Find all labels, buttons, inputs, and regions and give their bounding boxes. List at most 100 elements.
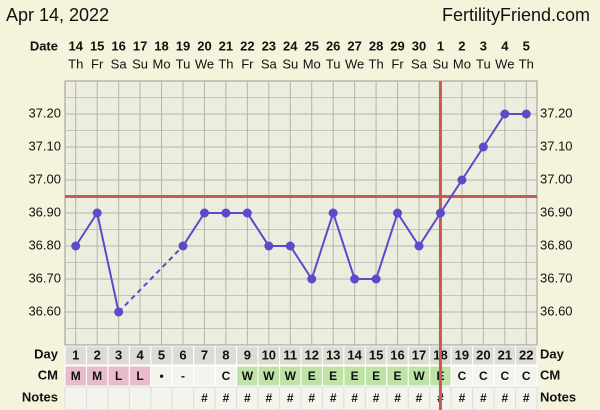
y-tick-label: 36.60 <box>540 303 573 318</box>
cm-label: M <box>71 369 81 383</box>
cm-label: L <box>136 369 143 383</box>
date-label: 3 <box>480 38 487 53</box>
date-label: 1 <box>437 38 444 53</box>
day-label: 15 <box>369 347 383 362</box>
temperature-point <box>350 274 360 284</box>
day-cell <box>515 345 538 366</box>
cm-label: W <box>242 369 254 383</box>
temperature-point <box>92 208 102 218</box>
cm-label: E <box>351 369 359 383</box>
notes-cell <box>515 386 538 410</box>
weekday-label: Su <box>282 56 298 71</box>
date-label: 25 <box>304 38 318 53</box>
cm-label: E <box>308 369 316 383</box>
row-label: Day <box>34 346 59 361</box>
row-label: Day <box>540 346 565 361</box>
notes-label: # <box>287 391 294 405</box>
temperature-point <box>521 109 531 119</box>
temperature-point <box>393 208 403 218</box>
y-tick-label: 37.00 <box>28 171 61 186</box>
row-label: Date <box>30 38 58 53</box>
day-label: 20 <box>476 347 490 362</box>
date-label: 15 <box>90 38 104 53</box>
temperature-point <box>242 208 252 218</box>
notes-label: # <box>501 391 508 405</box>
day-label: 1 <box>72 347 79 362</box>
cm-label: E <box>372 369 380 383</box>
temperature-point <box>478 142 488 152</box>
date-label: 28 <box>369 38 383 53</box>
weekday-label: We <box>195 56 214 71</box>
notes-label: # <box>394 391 401 405</box>
cm-label: L <box>115 369 122 383</box>
y-tick-label: 36.80 <box>540 237 573 252</box>
day-label: 22 <box>519 347 533 362</box>
weekday-label: Mo <box>303 56 321 71</box>
temperature-point <box>285 241 295 251</box>
day-label: 19 <box>455 347 469 362</box>
row-label: Notes <box>540 389 576 404</box>
notes-label: # <box>308 391 315 405</box>
notes-label: # <box>244 391 251 405</box>
date-label: 26 <box>326 38 340 53</box>
temperature-point <box>264 241 274 251</box>
date-label: 24 <box>283 38 298 53</box>
date-label: 17 <box>133 38 147 53</box>
day-label: 12 <box>304 347 318 362</box>
y-tick-label: 36.70 <box>28 270 61 285</box>
row-label: Notes <box>22 389 58 404</box>
day-label: 21 <box>498 347 512 362</box>
day-label: 3 <box>115 347 122 362</box>
cm-label: E <box>329 369 337 383</box>
date-label: 5 <box>523 38 530 53</box>
weekday-label: Th <box>519 56 534 71</box>
temperature-point <box>199 208 209 218</box>
cm-label: - <box>181 369 185 383</box>
cm-label: C <box>479 369 488 383</box>
notes-cell <box>64 386 87 410</box>
day-label: 11 <box>283 347 297 362</box>
date-label: 19 <box>176 38 190 53</box>
weekday-label: Th <box>369 56 384 71</box>
notes-label: # <box>416 391 423 405</box>
date-label: 20 <box>197 38 211 53</box>
temperature-point <box>178 241 188 251</box>
weekday-label: Su <box>433 56 449 71</box>
temperature-point <box>414 241 424 251</box>
date-label: 4 <box>501 38 509 53</box>
notes-label: # <box>330 391 337 405</box>
weekday-label: Tu <box>176 56 191 71</box>
notes-label: # <box>459 391 466 405</box>
y-tick-label: 36.90 <box>540 204 573 219</box>
day-label: 6 <box>179 347 186 362</box>
weekday-label: Mo <box>153 56 171 71</box>
day-label: 14 <box>347 347 362 362</box>
y-tick-label: 37.10 <box>540 138 573 153</box>
date-label: 22 <box>240 38 254 53</box>
temperature-point <box>221 208 231 218</box>
row-label: CM <box>540 367 560 382</box>
y-tick-label: 36.60 <box>28 303 61 318</box>
cm-label: C <box>500 369 509 383</box>
cm-label: E <box>394 369 402 383</box>
cm-label: W <box>413 369 425 383</box>
y-tick-label: 37.20 <box>540 105 573 120</box>
notes-label: # <box>373 391 380 405</box>
day-label: 7 <box>201 347 208 362</box>
cm-cell <box>515 365 538 387</box>
date-label: 29 <box>390 38 404 53</box>
date-label: 21 <box>219 38 233 53</box>
weekday-label: Tu <box>326 56 341 71</box>
date-label: 18 <box>154 38 168 53</box>
cm-cell <box>193 365 216 387</box>
y-tick-label: 36.80 <box>28 237 61 252</box>
date-label: 23 <box>262 38 276 53</box>
notes-cell <box>85 386 109 410</box>
weekday-label: Mo <box>453 56 471 71</box>
notes-label: # <box>480 391 487 405</box>
notes-label: # <box>201 391 208 405</box>
weekday-label: Su <box>132 56 148 71</box>
day-label: 5 <box>158 347 165 362</box>
day-label: 2 <box>94 347 101 362</box>
day-label: 16 <box>390 347 404 362</box>
